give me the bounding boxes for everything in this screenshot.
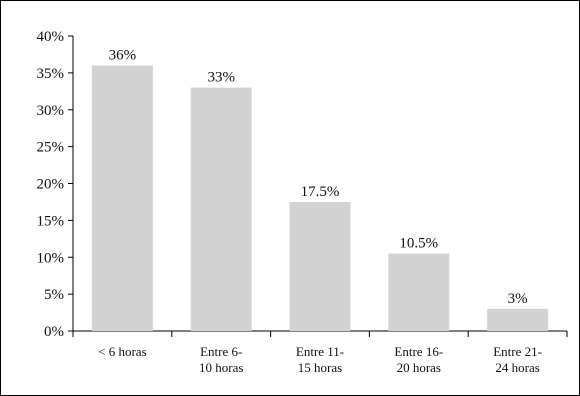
x-category-label: Entre 11-15 horas (296, 344, 344, 375)
y-tick-label: 5% (44, 287, 64, 303)
x-category-label: Entre 16-20 horas (394, 344, 443, 375)
x-category-label-line: 10 horas (199, 360, 243, 375)
y-tick-label: 25% (37, 140, 65, 156)
x-category-label-line: < 6 horas (98, 344, 147, 359)
data-label: 36% (109, 48, 137, 64)
x-category-label-line: Entre 21- (493, 344, 542, 359)
y-tick-label: 10% (37, 250, 65, 266)
x-category-label-line: Entre 11- (296, 344, 344, 359)
data-label: 17.5% (301, 184, 340, 200)
y-tick-label: 15% (37, 213, 65, 229)
data-label: 3% (508, 291, 528, 307)
x-category-label: Entre 6-10 horas (199, 344, 243, 375)
x-category-label-line: Entre 16- (394, 344, 443, 359)
x-category-label-line: 24 horas (495, 360, 539, 375)
y-tick-label: 40% (37, 29, 65, 45)
y-tick-label: 30% (37, 103, 65, 119)
x-category-label-line: 15 horas (298, 360, 342, 375)
bar (289, 201, 351, 331)
bar (487, 308, 549, 331)
y-tick-label: 20% (37, 177, 65, 193)
x-category-label-line: Entre 6- (200, 344, 242, 359)
bar (190, 87, 252, 331)
bar (388, 253, 450, 331)
data-label: 33% (207, 70, 235, 86)
x-category-label: Entre 21-24 horas (493, 344, 542, 375)
y-tick-label: 35% (37, 66, 65, 82)
bar (91, 65, 153, 331)
y-tick-label: 0% (44, 324, 64, 340)
data-label: 10.5% (399, 236, 438, 252)
x-category-label-line: 20 horas (397, 360, 441, 375)
x-category-label: < 6 horas (98, 344, 147, 359)
